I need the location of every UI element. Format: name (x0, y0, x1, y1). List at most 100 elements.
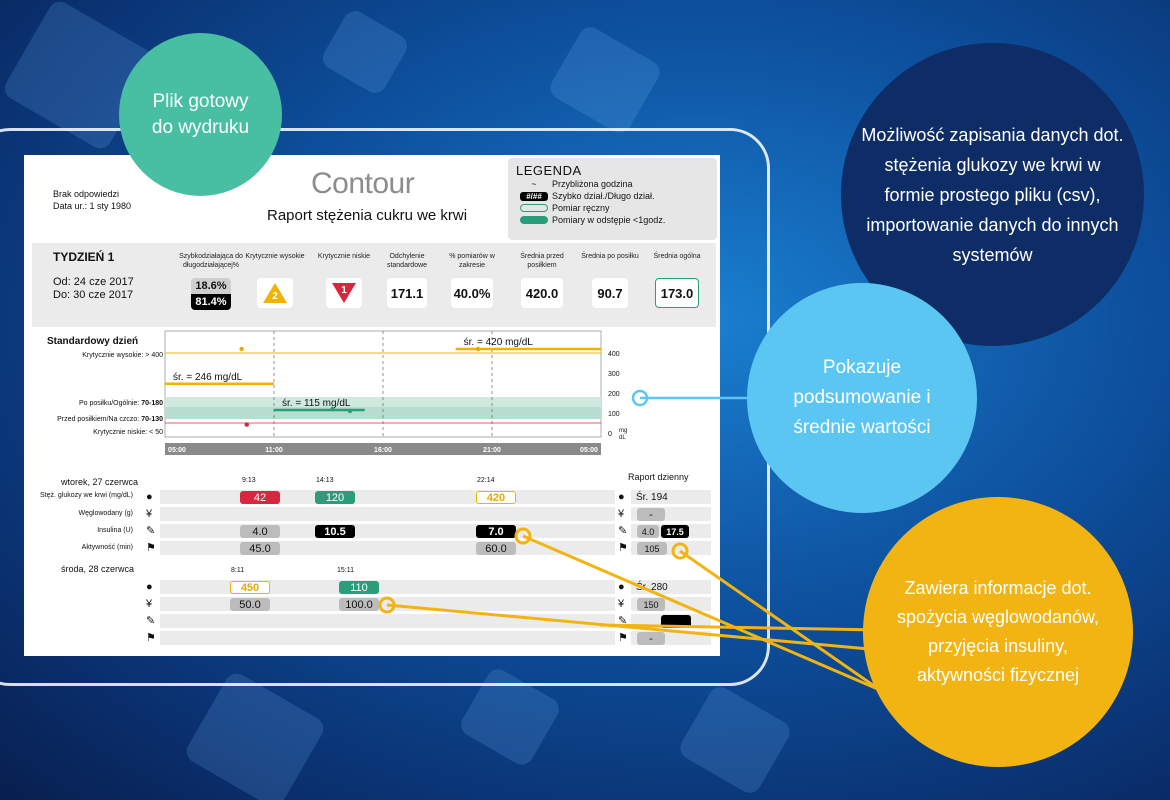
time-label: 14:13 (316, 477, 334, 484)
y-tick-label: 200 (608, 391, 620, 398)
fork-knife-icon: ¥ (618, 508, 625, 520)
stat-crit-low: Krytycznie niskie 1 (309, 252, 379, 308)
week-summary: TYDZIEŃ 1 Od: 24 cze 2017 Do: 30 cze 201… (32, 243, 716, 327)
down-triangle-icon (332, 283, 356, 303)
time-label: 15:11 (337, 567, 354, 574)
glucose-value: 420 (476, 491, 516, 504)
glucose-point (239, 346, 244, 352)
daily-activity-summary: 105 (637, 542, 667, 555)
daily-insulin-summary (661, 615, 691, 628)
x-tick-label: 21:00 (483, 447, 501, 454)
daily-insulin-summary: 4.0 (637, 525, 659, 538)
insulin-value: 10.5 (315, 525, 355, 538)
daily-carbs-summary: - (637, 508, 665, 521)
crit-low-label: Krytycznie niskie: < 50 (93, 429, 163, 436)
glucose-point (244, 422, 249, 427)
stat-after-meal: Średnia po posiłku 90.7 (577, 252, 643, 308)
glucose-row-label: Stęż. glukozy we krwi (mg/dL) (39, 492, 133, 499)
background-hexagon (546, 22, 664, 138)
time-label: 9:13 (242, 477, 256, 484)
blood-drop-icon: ● (618, 491, 625, 503)
stat-before-meal: Średnia przed posiłkiem 420.0 (507, 252, 577, 308)
callout-print: Plik gotowy do wydruku (119, 33, 282, 196)
callout-summary: Pokazuje podsumowanie i średnie wartości (747, 283, 977, 513)
patient-dob: Data ur.: 1 sty 1980 (53, 201, 132, 211)
activity-value: 45.0 (240, 542, 280, 555)
carbs-row-label: Węglowodany (g) (78, 510, 133, 517)
hash-symbol: #/## (520, 191, 548, 201)
legend-item: #/## Szybko dział./Długo dział. (520, 190, 709, 202)
day-label: wtorek, 27 czerwca (61, 477, 139, 487)
daily-carbs-summary: 150 (637, 598, 665, 611)
callout-details: Zawiera informacje dot. spożycia węglowo… (863, 497, 1133, 767)
report-page: Brak odpowiedzi Data ur.: 1 sty 1980 Con… (24, 155, 720, 656)
stat-ratio: Szybkodziałająca do długodziałającej% 18… (179, 253, 243, 310)
ratio-bottom-value: 81.4% (191, 294, 231, 310)
week-dates: Od: 24 cze 2017 Do: 30 cze 2017 (53, 276, 134, 302)
carbs-row (160, 597, 615, 611)
insulin-value: 4.0 (240, 525, 280, 538)
background-hexagon (318, 6, 412, 98)
y-unit-label: mg (619, 428, 627, 434)
period-average-label: śr. = 246 mg/dL (173, 372, 243, 383)
y-tick-label: 0 (608, 431, 612, 438)
y-tick-label: 100 (608, 411, 620, 418)
time-label: 22:14 (477, 477, 495, 484)
syringe-icon: ✎ (146, 615, 156, 627)
glucose-value: 42 (240, 491, 280, 504)
insulin-row (160, 614, 615, 628)
before-meal-label: Przed posiłkiem/Na czczo: 70-130 (57, 416, 163, 423)
y-unit-label: dL (619, 435, 626, 441)
week-from: Od: 24 cze 2017 (53, 276, 134, 288)
tilde-symbol: ~ (531, 179, 537, 189)
blood-drop-icon: ● (618, 581, 625, 593)
ratio-top-value: 18.6% (191, 278, 231, 294)
stat-crit-high: Krytycznie wysokie 2 (240, 252, 310, 308)
activity-row (160, 631, 615, 645)
daily-glucose-summary: Śr. 280 (636, 582, 668, 593)
syringe-icon: ✎ (618, 525, 628, 537)
glucose-value: 110 (339, 581, 379, 594)
stat-in-range: % pomiarów w zakresie 40.0% (437, 252, 507, 308)
running-icon: ⚑ (146, 632, 156, 644)
legend: LEGENDA ~ Przybliżona godzina #/## Szybko … (508, 158, 717, 240)
background-hexagon (676, 682, 794, 798)
patient-info: Brak odpowiedzi Data ur.: 1 sty 1980 (53, 188, 131, 212)
glucose-point (475, 346, 481, 352)
insulin-row (160, 524, 615, 538)
crit-high-label: Krytycznie wysokie: > 400 (82, 352, 163, 359)
time-label: 8:11 (231, 567, 245, 574)
daily-report-title: Raport dzienny (628, 472, 689, 482)
running-icon: ⚑ (618, 542, 628, 554)
stat-overall: Średnia ogólna 173.0 (644, 252, 710, 308)
background-hexagon (182, 669, 328, 800)
period-average-label: śr. = 115 mg/dL (282, 398, 351, 409)
brand-logo: Contour (311, 167, 415, 200)
fork-knife-icon: ¥ (618, 598, 625, 610)
legend-title: LEGENDA (516, 163, 582, 178)
patient-name: Brak odpowiedzi (53, 189, 120, 199)
stat-sd: Odchylenie standardowe 171.1 (372, 252, 442, 308)
chart-title: Standardowy dzień (47, 336, 139, 347)
y-tick-label: 300 (608, 371, 620, 378)
carbs-row (160, 507, 615, 521)
outline-pill-symbol (520, 204, 548, 212)
week-to: Do: 30 cze 2017 (53, 289, 134, 301)
carbs-value: 100.0 (339, 598, 379, 611)
x-tick-label: 11:00 (265, 447, 283, 454)
glucose-point (330, 406, 335, 412)
glucose-point (347, 408, 353, 414)
period-average-label: śr. = 420 mg/dL (464, 337, 534, 348)
y-tick-label: 400 (608, 351, 620, 358)
fork-knife-icon: ¥ (146, 508, 153, 520)
blood-drop-icon: ● (146, 581, 153, 593)
fork-knife-icon: ¥ (146, 598, 153, 610)
running-icon: ⚑ (146, 542, 156, 554)
week-title: TYDZIEŃ 1 (53, 250, 115, 264)
glucose-value: 450 (230, 581, 270, 594)
standard-day-chart: 05:00 11:00 16:00 21:00 05:00 400 300 200 100 0 mg… (164, 330, 627, 455)
x-tick-label: 05:00 (580, 447, 598, 454)
insulin-value: 7.0 (476, 525, 516, 538)
carbs-value: 50.0 (230, 598, 270, 611)
activity-row (160, 541, 615, 555)
